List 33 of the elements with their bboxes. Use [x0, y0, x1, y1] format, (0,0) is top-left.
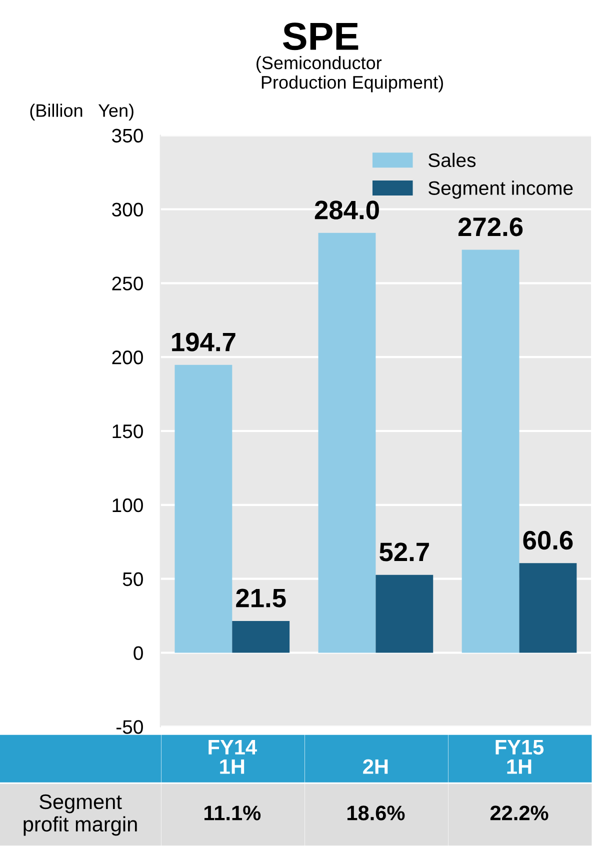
text: Segment profit margin: [24, 794, 137, 836]
text: 11.1%: [204, 806, 261, 820]
x-tick-label: 2H: [363, 759, 388, 774]
data-label: 52.7: [380, 542, 429, 562]
x-tick-label: FY15 1H: [496, 740, 544, 774]
text: 22.2%: [490, 806, 548, 820]
bar: [462, 250, 520, 653]
data-label: 272.6: [458, 218, 523, 236]
data-label: 60.6: [523, 530, 573, 550]
y-tick-label: 250: [112, 276, 143, 290]
y-axis-title: (Billion Yen): [30, 104, 134, 121]
legend-label: Segment income: [428, 180, 573, 199]
y-tick-label: 100: [112, 498, 143, 512]
y-tick-label: 200: [112, 350, 143, 364]
data-label: 194.7: [172, 332, 236, 352]
y-tick-label: 350: [112, 128, 143, 143]
chart-title: SPE: [282, 22, 358, 50]
data-label: 284.0: [314, 200, 379, 220]
y-tick-label: 300: [112, 202, 143, 216]
data-label: 21.5: [236, 588, 286, 608]
bar: [174, 364, 232, 653]
bar: [232, 620, 290, 653]
bar: [318, 232, 376, 653]
y-tick-label: 50: [122, 572, 143, 586]
y-tick-label: 150: [112, 424, 143, 438]
y-tick-label: 0: [134, 646, 143, 660]
y-tick-label: -50: [116, 720, 143, 734]
chart-subtitle: (Semiconductor Production Equipment): [256, 56, 443, 92]
x-tick-label: FY14 1H: [208, 740, 257, 774]
legend-label: Sales: [428, 152, 476, 168]
bar: [519, 563, 577, 653]
text: 18.6%: [347, 806, 405, 820]
bar: [376, 574, 434, 653]
